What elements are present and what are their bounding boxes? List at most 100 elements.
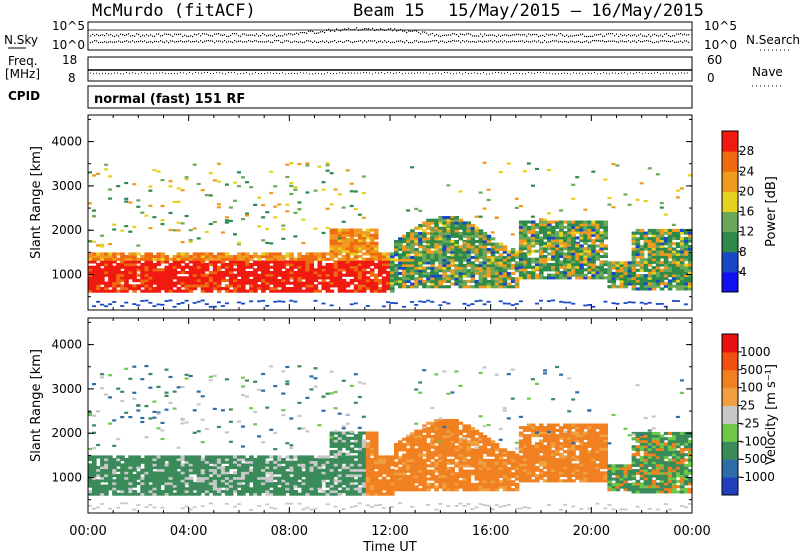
nave-point (273, 73, 274, 75)
echo-cell (237, 503, 241, 505)
nsky-point (612, 33, 614, 35)
echo-cell (297, 289, 302, 293)
echo-cell (341, 490, 347, 494)
echo-cell (184, 214, 189, 218)
echo-cell (100, 255, 105, 259)
echo-cell (277, 260, 282, 264)
echo-cell (543, 257, 548, 261)
echo-cell (337, 247, 343, 251)
echo-cell (369, 257, 375, 261)
echo-cell (369, 434, 375, 438)
echo-cell (241, 455, 246, 459)
echo-cell (269, 276, 274, 280)
echo-cell (579, 239, 584, 243)
echo-cell (394, 271, 399, 275)
echo-cell (249, 471, 254, 475)
echo-cell (200, 476, 206, 480)
echo-cell (462, 258, 468, 262)
nsearch-point (660, 40, 662, 42)
echo-cell (450, 229, 455, 233)
echo-cell (204, 273, 210, 277)
echo-cell (559, 245, 564, 248)
echo-cell (486, 269, 492, 273)
echo-cell (615, 164, 620, 167)
echo-cell (237, 273, 242, 277)
echo-cell (216, 458, 222, 462)
echo-cell (228, 487, 234, 491)
nsky-point (600, 33, 602, 35)
echo-cell (361, 276, 367, 280)
nsky-point (218, 33, 220, 35)
echo-cell (277, 487, 282, 491)
echo-cell (220, 466, 226, 470)
echo-cell (563, 273, 568, 277)
echo-cell (474, 279, 480, 283)
nsearch-point (126, 40, 128, 42)
echo-cell (96, 172, 101, 175)
echo-cell (309, 271, 315, 275)
echo-cell (386, 287, 391, 291)
echo-cell (289, 184, 294, 187)
nave-point (543, 72, 544, 74)
echo-cell (345, 260, 351, 264)
nsearch-point (406, 40, 408, 42)
echo-cell (301, 276, 306, 280)
echo-cell (438, 237, 443, 241)
nsearch-point (234, 40, 236, 42)
echo-cell (257, 388, 262, 391)
nave-point (102, 72, 103, 74)
nsky-point (580, 33, 582, 36)
echo-cell (671, 279, 677, 283)
nsearch-point (164, 41, 166, 43)
echo-cell (88, 413, 92, 417)
echo-cell (120, 257, 125, 261)
echo-cell (333, 479, 339, 483)
echo-cell (329, 471, 335, 475)
echo-cell (659, 279, 665, 283)
nsearch-point (438, 41, 440, 44)
echo-cell (458, 255, 464, 259)
echo-cell (301, 289, 306, 293)
echo-cell (623, 263, 629, 267)
echo-cell (281, 460, 286, 464)
echo-cell (285, 380, 290, 383)
echo-cell (345, 169, 350, 172)
echo-cell (261, 479, 266, 483)
echo-cell (108, 466, 113, 470)
echo-cell (88, 504, 92, 507)
echo-cell (349, 436, 355, 440)
echo-cell (156, 263, 162, 267)
echo-cell (301, 281, 306, 285)
echo-cell (144, 436, 149, 439)
echo-cell (418, 271, 423, 275)
echo-cell (454, 224, 459, 228)
echo-cell (253, 460, 258, 464)
echo-cell (418, 224, 423, 228)
echo-cell (104, 492, 109, 496)
echo-cell (108, 468, 113, 472)
echo-cell (269, 506, 274, 509)
echo-cell (96, 265, 101, 269)
echo-cell (285, 163, 290, 166)
echo-cell (241, 463, 246, 467)
echo-cell (410, 166, 415, 169)
echo-cell (249, 509, 254, 511)
echo-cell (128, 377, 133, 380)
echo-cell (184, 176, 189, 179)
nave-point (573, 72, 574, 74)
echo-cell (353, 252, 359, 256)
nsearch-point (448, 40, 450, 42)
echo-cell (341, 273, 347, 277)
echo-cell (88, 271, 93, 275)
echo-cell (297, 279, 302, 283)
echo-cell (204, 490, 210, 494)
echo-cell (357, 460, 363, 464)
echo-cell (216, 479, 222, 483)
nsky-point (136, 33, 138, 35)
echo-cell (333, 260, 339, 264)
echo-cell (92, 271, 97, 275)
echo-cell (273, 216, 278, 219)
echo-cell (555, 225, 560, 229)
echo-cell (337, 460, 343, 464)
echo-cell (265, 227, 270, 231)
